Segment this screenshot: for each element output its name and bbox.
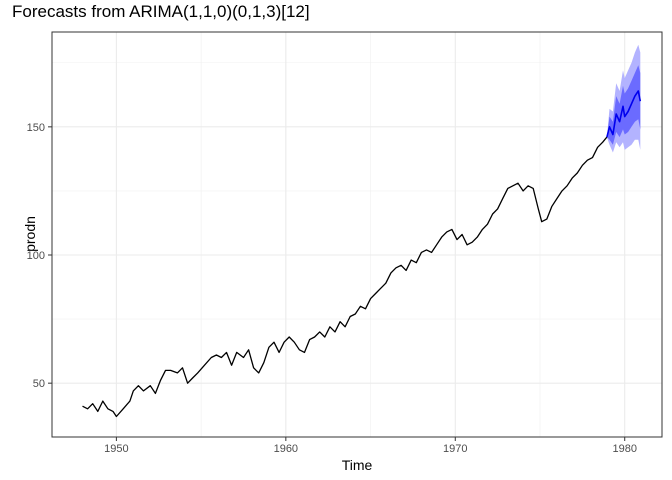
y-tick-label: 100 (27, 250, 45, 262)
forecast-mean-line (606, 90, 642, 138)
chart-title: Forecasts from ARIMA(1,1,0)(0,1,3)[12] (12, 2, 310, 21)
plot-border (51, 31, 663, 438)
x-axis-title: Time (342, 457, 373, 473)
x-tick-label: 1960 (274, 443, 298, 455)
x-tick-label: 1980 (612, 443, 636, 455)
plot-panel (52, 32, 662, 437)
y-tick-label: 50 (33, 378, 45, 390)
grid-layer (52, 32, 662, 437)
series-layer (82, 90, 642, 418)
y-tick-label: 150 (27, 122, 45, 134)
x-tick-label: 1970 (443, 443, 467, 455)
observed-series-line (82, 136, 608, 418)
tick-layer: 1950 1960 1970 1980 50 100 150 (27, 122, 637, 455)
y-axis-title: prodn (22, 216, 38, 252)
x-tick-label: 1950 (104, 443, 128, 455)
